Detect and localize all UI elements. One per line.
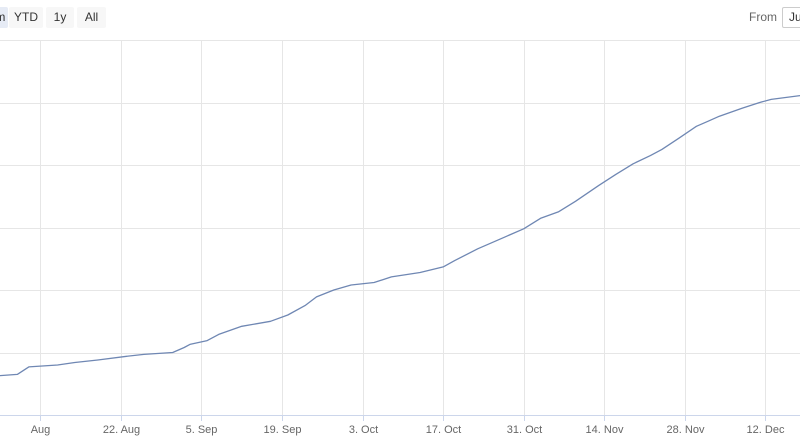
from-label: From [749, 10, 777, 24]
series-layer [0, 94, 800, 377]
x-tick-label: Aug [31, 424, 51, 436]
range-ytd-button[interactable]: YTD [9, 7, 43, 28]
x-tick-label: 5. Sep [186, 424, 218, 436]
x-tick-label: 14. Nov [586, 424, 624, 436]
series-line [0, 94, 800, 377]
x-tick-label: 12. Dec [747, 424, 785, 436]
range-selector-toolbar: 1m YTD 1y All From Jul [0, 0, 800, 34]
x-tick-label: 19. Sep [264, 424, 302, 436]
x-tick-label: 31. Oct [507, 424, 542, 436]
x-tick-label: 17. Oct [426, 424, 461, 436]
from-date-input[interactable]: Jul [782, 7, 800, 28]
range-all-button[interactable]: All [77, 7, 106, 28]
range-1y-button[interactable]: 1y [46, 7, 74, 28]
x-axis: Aug 22. Aug 5. Sep 19. Sep 3. Oct 17. Oct 31. … [0, 415, 800, 436]
range-1m-button[interactable]: 1m [0, 7, 8, 28]
grid [0, 40, 800, 415]
x-tick-label: 3. Oct [349, 424, 378, 436]
x-tick-label: 28. Nov [667, 424, 705, 436]
x-tick-label: 22. Aug [103, 424, 140, 436]
